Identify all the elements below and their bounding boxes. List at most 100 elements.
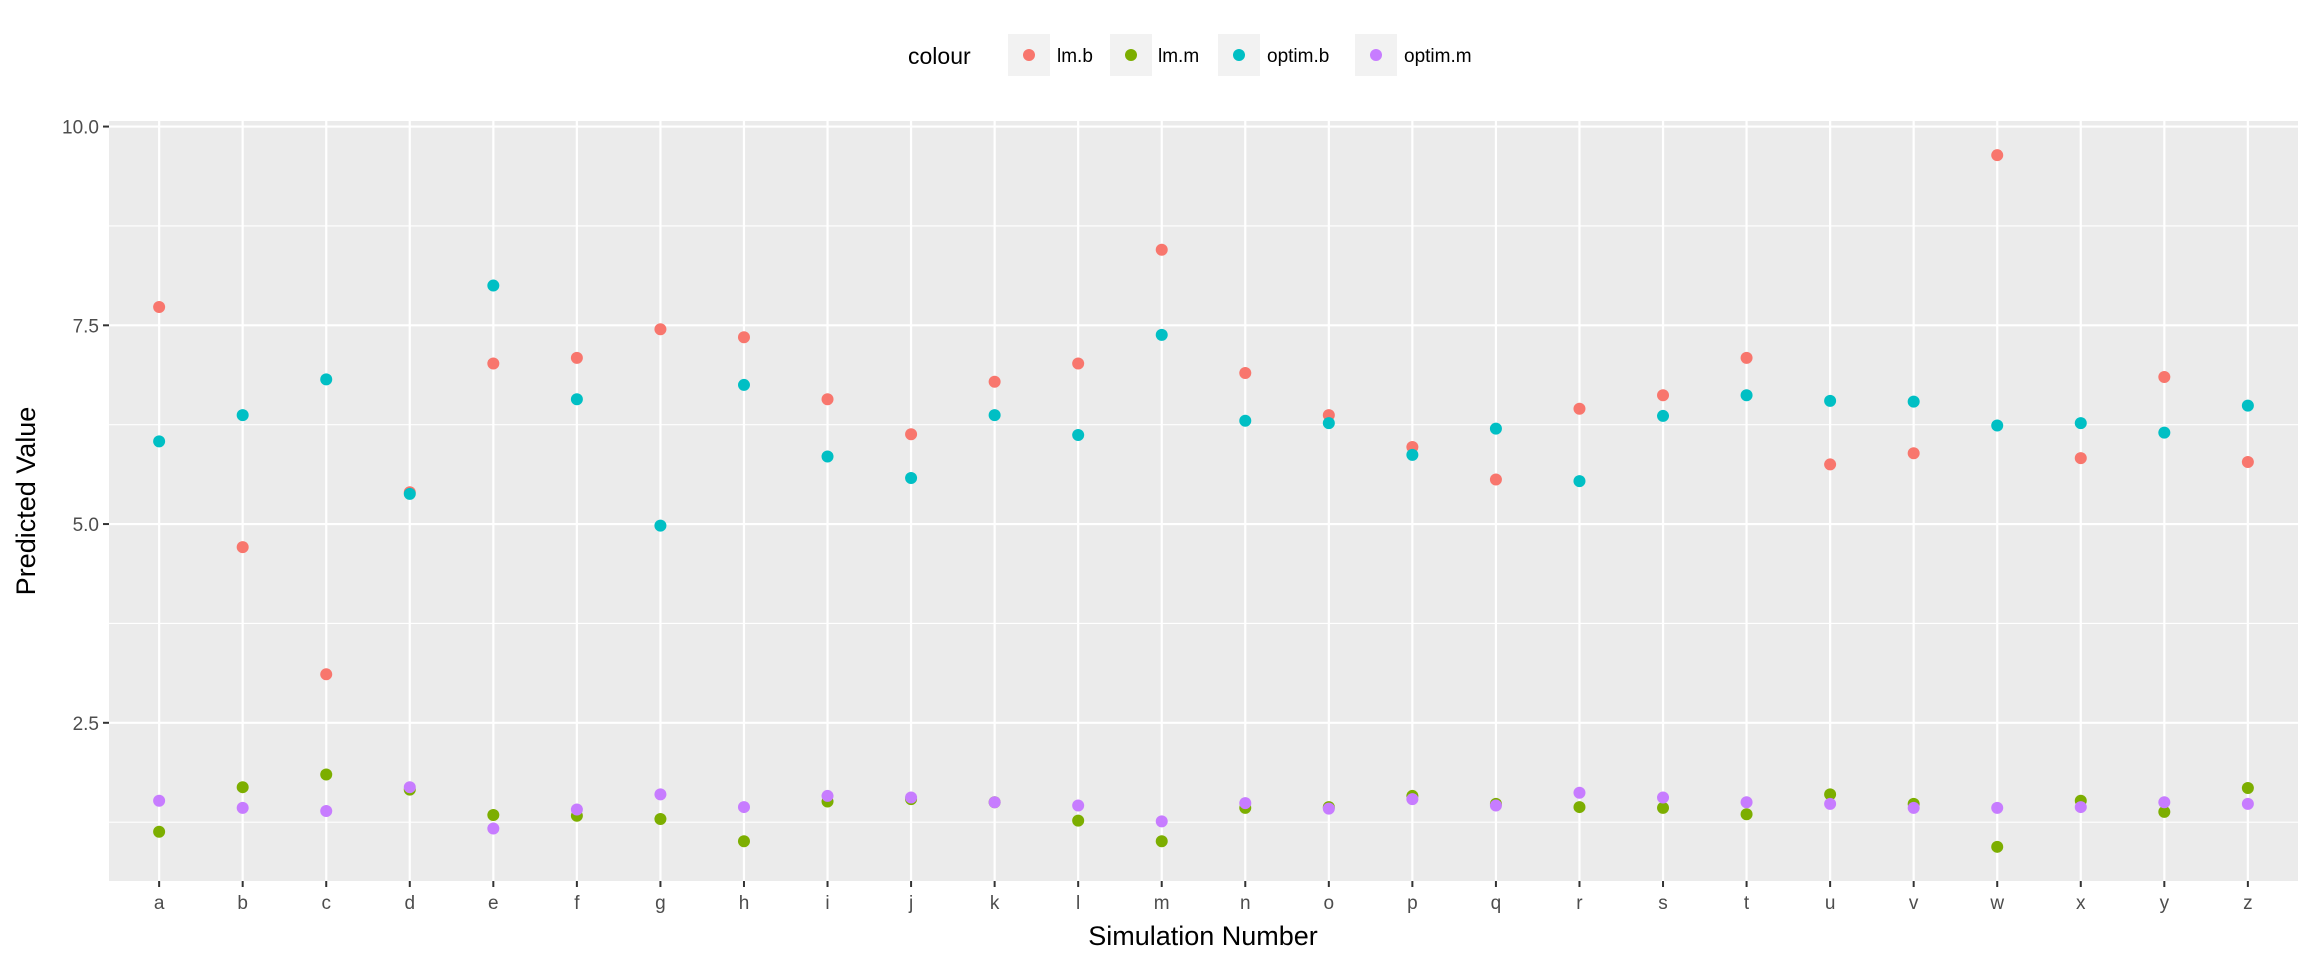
point-optim-m-h	[737, 801, 750, 814]
legend: colour lm.b lm.m optim.b optim.m	[908, 34, 1472, 76]
point-optim-b-k	[988, 409, 1001, 422]
y-tick-label: 10.0	[62, 118, 99, 139]
x-axis-title: Simulation Number	[1088, 921, 1318, 951]
point-lm-b-z	[2241, 456, 2254, 469]
x-tick-label: d	[404, 893, 415, 914]
point-optim-b-e	[487, 279, 500, 292]
point-lm-b-l	[1072, 357, 1085, 370]
point-lm-b-x	[2074, 452, 2087, 465]
x-axis: a b c d e f g h i j k l m n o p q r s t u v w x y z	[154, 881, 2253, 914]
x-tick-label: x	[2076, 893, 2086, 914]
point-optim-m-i	[821, 789, 834, 802]
point-optim-m-b	[236, 801, 249, 814]
legend-label-optim-m: optim.m	[1404, 46, 1472, 67]
point-lm-b-h	[737, 331, 750, 344]
x-tick-label: z	[2243, 893, 2253, 914]
x-tick-label: c	[321, 893, 331, 914]
y-tick-label: 7.5	[73, 316, 99, 337]
point-optim-m-t	[1740, 796, 1753, 809]
point-optim-b-n	[1239, 414, 1252, 427]
point-lm-m-c	[320, 768, 333, 781]
point-optim-m-n	[1239, 797, 1252, 810]
point-optim-m-a	[153, 794, 166, 807]
x-tick-label: u	[1825, 893, 1836, 914]
point-optim-b-c	[320, 373, 333, 386]
point-lm-m-e	[487, 809, 500, 822]
point-lm-b-j	[905, 428, 918, 441]
x-tick-label: m	[1154, 893, 1170, 914]
point-lm-b-i	[821, 393, 834, 406]
point-optim-m-k	[988, 796, 1001, 809]
point-lm-m-h	[737, 835, 750, 848]
point-optim-m-y	[2158, 796, 2171, 809]
x-tick-label: e	[488, 893, 499, 914]
point-lm-b-b	[236, 541, 249, 554]
point-lm-b-q	[1489, 473, 1502, 486]
point-optim-b-p	[1406, 448, 1419, 461]
plot-panel	[109, 121, 2298, 881]
point-lm-b-v	[1907, 447, 1920, 460]
point-optim-b-v	[1907, 395, 1920, 408]
point-lm-m-u	[1824, 788, 1837, 801]
point-optim-m-e	[487, 822, 500, 835]
point-lm-m-z	[2241, 781, 2254, 794]
point-optim-b-g	[654, 519, 667, 532]
gridlines	[109, 121, 2298, 881]
point-lm-b-r	[1573, 402, 1586, 415]
point-optim-b-r	[1573, 475, 1586, 488]
point-optim-b-a	[153, 435, 166, 448]
point-optim-m-j	[905, 791, 918, 804]
point-optim-b-z	[2241, 399, 2254, 412]
x-tick-label: t	[1744, 893, 1750, 914]
point-optim-b-x	[2074, 417, 2087, 430]
point-optim-m-w	[1991, 801, 2004, 814]
legend-label-lm-b: lm.b	[1057, 46, 1093, 67]
point-optim-m-u	[1824, 797, 1837, 810]
point-lm-m-m	[1155, 835, 1168, 848]
point-optim-b-b	[236, 409, 249, 422]
x-tick-label: q	[1491, 893, 1502, 914]
point-lm-b-e	[487, 357, 500, 370]
x-tick-label: f	[574, 893, 580, 914]
point-optim-b-s	[1657, 409, 1670, 422]
point-lm-m-y	[2158, 805, 2171, 818]
legend-marker-lm-m	[1125, 49, 1137, 61]
point-optim-b-q	[1489, 422, 1502, 435]
point-lm-m-l	[1072, 814, 1085, 827]
point-lm-b-k	[988, 375, 1001, 388]
x-tick-label: j	[908, 893, 913, 914]
legend-label-lm-m: lm.m	[1158, 46, 1199, 67]
x-tick-label: l	[1076, 893, 1080, 914]
point-optim-b-o	[1322, 417, 1335, 430]
y-tick-label: 2.5	[73, 714, 99, 735]
x-tick-label: h	[739, 893, 750, 914]
point-lm-b-w	[1991, 149, 2004, 162]
x-tick-label: v	[1909, 893, 1919, 914]
point-optim-b-m	[1155, 328, 1168, 341]
x-tick-label: a	[154, 893, 165, 914]
point-optim-m-c	[320, 805, 333, 818]
point-lm-b-f	[570, 351, 583, 364]
x-tick-label: i	[825, 893, 829, 914]
y-axis: 2.5 5.0 7.5 10.0	[62, 118, 109, 735]
point-optim-b-i	[821, 450, 834, 463]
y-axis-title: Predicted Value	[11, 407, 41, 596]
point-optim-m-l	[1072, 799, 1085, 812]
point-lm-m-b	[236, 781, 249, 794]
point-lm-m-s	[1657, 801, 1670, 814]
x-tick-label: r	[1576, 893, 1583, 914]
point-lm-b-n	[1239, 367, 1252, 380]
x-tick-label: w	[1989, 893, 2004, 914]
legend-marker-optim-m	[1370, 49, 1382, 61]
point-optim-m-r	[1573, 786, 1586, 799]
point-lm-b-s	[1657, 389, 1670, 402]
point-optim-b-t	[1740, 389, 1753, 402]
x-tick-label: g	[655, 893, 666, 914]
point-lm-b-c	[320, 668, 333, 681]
point-optim-b-y	[2158, 426, 2171, 439]
point-lm-m-t	[1740, 808, 1753, 821]
legend-marker-lm-b	[1023, 49, 1035, 61]
point-optim-b-d	[403, 487, 416, 500]
point-optim-b-u	[1824, 394, 1837, 407]
